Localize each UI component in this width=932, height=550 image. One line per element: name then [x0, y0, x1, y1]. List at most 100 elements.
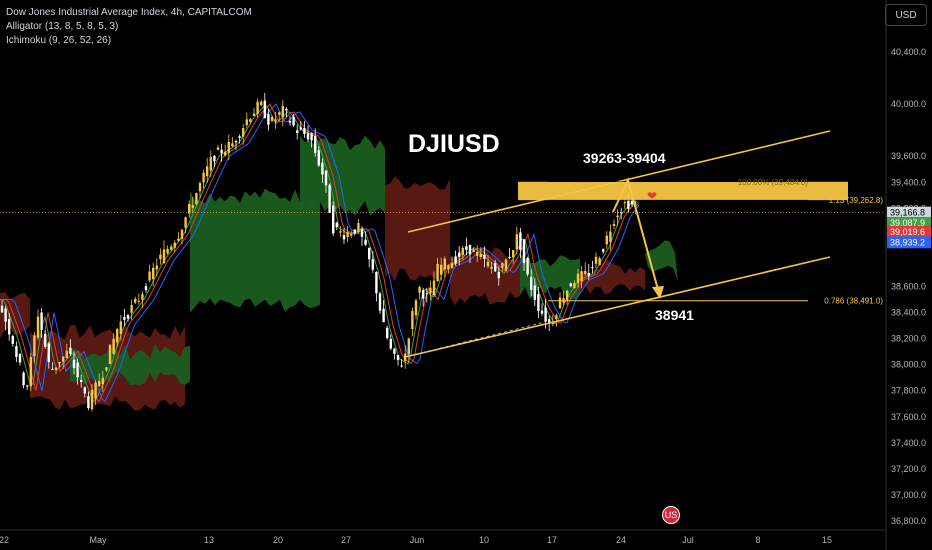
candle-body-41 [148, 271, 151, 281]
candle-body-90 [324, 170, 328, 186]
candle-body-70 [252, 113, 256, 116]
candle-body-124 [447, 265, 450, 270]
candle-body-153 [551, 323, 554, 325]
candle-body-15 [54, 367, 58, 370]
candle-body-170 [612, 223, 616, 226]
candle-body-103 [371, 259, 374, 270]
candle-body-20 [72, 359, 76, 369]
candle-body-14 [51, 368, 54, 370]
ichimoku-indicator-label[interactable]: Ichimoku (9, 26, 52, 26) [6, 35, 112, 46]
price-tag-label-2: 39,019.6 [890, 227, 925, 237]
candle-body-61 [220, 149, 223, 154]
candle-body-149 [537, 294, 540, 311]
fib-113-label: 1.13 (39,262.8) [829, 196, 884, 205]
candle-body-10 [36, 316, 40, 338]
candle-body-146 [526, 257, 529, 275]
candle-body-142 [512, 250, 515, 258]
candle-body-62 [224, 151, 227, 156]
candle-body-164 [591, 267, 594, 269]
candle-body-33 [119, 321, 122, 335]
price-axis[interactable]: 40,400.040,000.039,600.039,400.039,200.0… [885, 0, 931, 550]
candle-body-173 [623, 202, 626, 204]
currency-button[interactable]: USD [885, 4, 927, 26]
candle-body-58 [209, 157, 212, 171]
candle-body-158 [569, 283, 572, 287]
candle-body-130 [468, 244, 472, 255]
candle-body-71 [256, 101, 259, 115]
candle-body-132 [476, 252, 479, 256]
candle-body-171 [616, 215, 619, 218]
candle-body-29 [105, 367, 108, 371]
candle-body-87 [314, 135, 317, 153]
candle-body-18 [65, 350, 68, 358]
symbol-title[interactable]: Dow Jones Industrial Average Index, 4h, … [6, 7, 252, 18]
time-tick-label-10: 8 [755, 535, 760, 545]
candle-body-19 [69, 347, 72, 354]
candle-body-4 [15, 346, 18, 358]
time-tick-label-11: 15 [822, 535, 832, 545]
candle-body-27 [98, 381, 101, 387]
projection-path [612, 177, 661, 298]
cloud-band-8 [580, 259, 645, 295]
candle-body-78 [281, 105, 284, 118]
price-tick-label-7: 38,200.0 [891, 334, 926, 344]
candle-body-39 [141, 294, 144, 300]
candle-body-75 [270, 116, 274, 121]
cloud-band-0 [0, 292, 30, 339]
candle-body-137 [494, 263, 497, 272]
candle-body-0 [0, 305, 4, 313]
price-tag-bg-0 [887, 206, 931, 219]
candle-body-126 [454, 256, 457, 264]
cloud-band-2 [70, 343, 190, 386]
cloud-band-4 [300, 135, 385, 216]
candle-body-98 [353, 229, 356, 234]
candle-body-23 [83, 387, 86, 394]
candle-body-60 [216, 147, 220, 150]
candle-body-139 [501, 263, 504, 268]
candle-body-162 [584, 270, 587, 274]
fib-0786-label: 0.786 (38,491.0) [824, 297, 883, 306]
candle-body-128 [461, 248, 464, 255]
candle-body-11 [40, 312, 43, 330]
us-event-icon[interactable]: US [662, 506, 680, 524]
candle-body-100 [360, 228, 364, 237]
candle-body-85 [306, 133, 310, 140]
candle-body-59 [213, 155, 216, 162]
time-axis[interactable]: 22 May 13 20 27 Jun 10 17 24 Jul 8 15 [0, 529, 885, 545]
candle-body-36 [130, 305, 133, 313]
candle-body-51 [184, 217, 187, 228]
candle-body-77 [278, 112, 281, 115]
ichimoku-cloud [0, 135, 678, 411]
candle-body-13 [47, 343, 50, 363]
candle-body-3 [11, 335, 14, 344]
candle-body-7 [26, 385, 29, 387]
dashed-swing-line [404, 321, 546, 358]
time-tick-label-6: 10 [479, 535, 489, 545]
candle-body-6 [22, 372, 25, 386]
candle-body-115 [414, 300, 418, 316]
candle-body-38 [137, 300, 140, 302]
candle-body-102 [368, 247, 371, 260]
chart-legend: Dow Jones Industrial Average Index, 4h, … [6, 6, 252, 48]
candle-body-65 [234, 140, 238, 143]
chart-label-djiusd: DJIUSD [408, 130, 500, 158]
channel-lower-line [404, 256, 831, 358]
resistance-zone [518, 181, 848, 201]
candle-body-2 [8, 319, 11, 335]
alligator-lines [0, 103, 640, 403]
candle-body-96 [346, 231, 349, 238]
alligator-indicator-label[interactable]: Alligator (13, 8, 5, 8, 5, 3) [6, 21, 119, 32]
candle-body-117 [422, 290, 425, 299]
candle-body-168 [605, 235, 608, 245]
candle-body-109 [393, 348, 396, 354]
candle-body-145 [522, 239, 526, 264]
candle-body-119 [429, 287, 432, 294]
candle-body-106 [382, 308, 385, 323]
candle-body-24 [87, 396, 90, 409]
candle-body-154 [555, 315, 558, 320]
candle-body-94 [339, 231, 342, 233]
candle-body-92 [332, 205, 335, 234]
candle-body-152 [548, 319, 551, 324]
price-tick-label-2: 39,600.0 [891, 151, 926, 161]
